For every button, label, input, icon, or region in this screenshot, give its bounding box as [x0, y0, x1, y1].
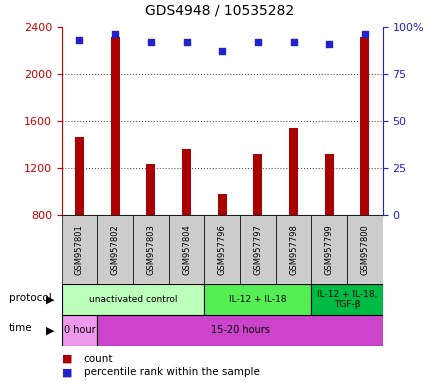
Bar	[182, 149, 191, 215]
Text: ■: ■	[62, 367, 72, 377]
Text: 0 hour: 0 hour	[64, 325, 95, 335]
Bar	[169, 215, 204, 284]
Text: percentile rank within the sample: percentile rank within the sample	[84, 367, 260, 377]
Bar	[253, 154, 262, 215]
Point	[112, 31, 119, 38]
Text: count: count	[84, 354, 113, 364]
Text: GSM957803: GSM957803	[147, 224, 155, 275]
Text: GSM957798: GSM957798	[289, 224, 298, 275]
Text: protocol: protocol	[9, 293, 51, 303]
Bar	[240, 215, 276, 284]
Bar	[62, 215, 97, 284]
Bar	[204, 284, 312, 315]
Bar	[62, 284, 204, 315]
Bar	[97, 215, 133, 284]
Text: ■: ■	[62, 354, 72, 364]
Text: IL-12 + IL-18: IL-12 + IL-18	[229, 295, 287, 304]
Bar	[360, 38, 370, 215]
Bar	[218, 194, 227, 215]
Point	[219, 48, 226, 55]
Text: GDS4948 / 10535282: GDS4948 / 10535282	[146, 3, 294, 17]
Point	[147, 39, 154, 45]
Point	[76, 37, 83, 43]
Bar	[347, 215, 383, 284]
Text: time: time	[9, 323, 33, 333]
Text: GSM957804: GSM957804	[182, 224, 191, 275]
Text: GSM957802: GSM957802	[110, 224, 120, 275]
Point	[290, 39, 297, 45]
Bar	[325, 154, 334, 215]
Point	[361, 31, 368, 38]
Text: GSM957796: GSM957796	[218, 224, 227, 275]
Text: IL-12 + IL-18,
TGF-β: IL-12 + IL-18, TGF-β	[317, 290, 377, 309]
Bar	[312, 215, 347, 284]
Text: GSM957801: GSM957801	[75, 224, 84, 275]
Bar	[133, 215, 169, 284]
Bar	[276, 215, 312, 284]
Point	[326, 41, 333, 47]
Bar	[62, 315, 97, 346]
Text: GSM957797: GSM957797	[253, 224, 262, 275]
Point	[254, 39, 261, 45]
Point	[183, 39, 190, 45]
Text: ▶: ▶	[46, 325, 55, 335]
Bar	[204, 215, 240, 284]
Bar	[289, 128, 298, 215]
Bar	[111, 38, 120, 215]
Text: ▶: ▶	[46, 295, 55, 305]
Bar	[312, 284, 383, 315]
Text: 15-20 hours: 15-20 hours	[211, 325, 269, 335]
Text: GSM957799: GSM957799	[325, 224, 334, 275]
Bar	[147, 164, 155, 215]
Text: GSM957800: GSM957800	[360, 224, 370, 275]
Bar	[75, 137, 84, 215]
Text: unactivated control: unactivated control	[89, 295, 177, 304]
Bar	[97, 315, 383, 346]
